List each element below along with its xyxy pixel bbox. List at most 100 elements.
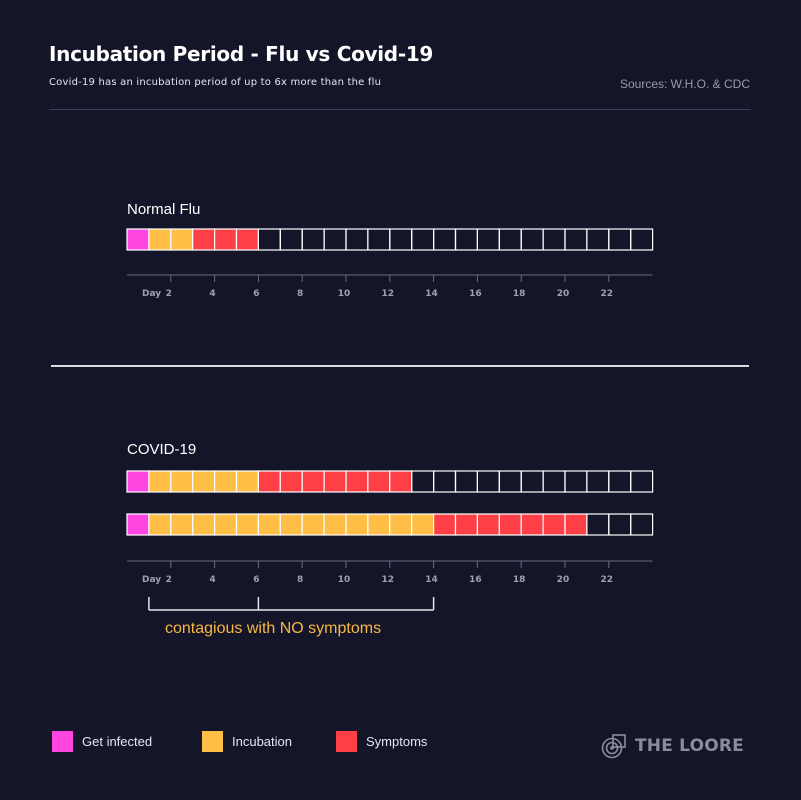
day-cell-empty xyxy=(476,228,500,251)
legend-swatch-incubation xyxy=(202,731,223,752)
day-cell-incubation xyxy=(170,228,194,251)
tick-label: 20 xyxy=(557,575,570,585)
section-divider xyxy=(51,365,749,367)
day-cell-symptoms xyxy=(257,470,281,493)
day-cell-empty xyxy=(542,228,566,251)
day-cell-incubation xyxy=(323,513,347,536)
day-cell-empty xyxy=(433,470,457,493)
day-cell-empty xyxy=(586,513,610,536)
day-cell-infected xyxy=(126,228,150,251)
day-cell-empty xyxy=(279,228,303,251)
day-cell-incubation xyxy=(301,513,325,536)
day-cell-empty xyxy=(454,470,478,493)
header-divider xyxy=(49,109,751,110)
day-cell-incubation xyxy=(367,513,391,536)
day-cell-symptoms xyxy=(498,513,522,536)
day-cell-symptoms xyxy=(564,513,588,536)
day-cell-symptoms xyxy=(345,470,369,493)
tick-label: 18 xyxy=(513,289,526,299)
day-cell-incubation xyxy=(170,513,194,536)
day-cell-incubation xyxy=(235,513,259,536)
day-cell-empty xyxy=(301,228,325,251)
legend-label-symptoms: Symptoms xyxy=(366,734,428,749)
legend-item-infected: Get infected xyxy=(52,731,202,752)
tick-label: 22 xyxy=(600,289,613,299)
tick-label: 14 xyxy=(425,289,438,299)
loore-logo-icon xyxy=(601,734,626,759)
day-cell-empty xyxy=(389,228,413,251)
section-label-covid: COVID-19 xyxy=(127,441,197,458)
tick-label: 18 xyxy=(513,575,526,585)
day-cell-symptoms xyxy=(476,513,500,536)
tick-label: 8 xyxy=(297,575,303,585)
tick-label: 22 xyxy=(600,575,613,585)
day-cell-incubation xyxy=(257,513,281,536)
legend-swatch-infected xyxy=(52,731,73,752)
sources-note: Sources: W.H.O. & CDC xyxy=(619,77,750,91)
day-cell-empty xyxy=(608,513,632,536)
day-cell-empty xyxy=(586,228,610,251)
tick-label: 12 xyxy=(381,575,394,585)
day-cell-empty xyxy=(498,228,522,251)
day-cell-infected xyxy=(126,513,150,536)
day-cell-symptoms xyxy=(433,513,457,536)
axis-prefix-label: Day xyxy=(142,289,161,299)
day-cell-empty xyxy=(608,228,632,251)
section-label-flu: Normal Flu xyxy=(127,201,201,218)
day-cell-incubation xyxy=(148,228,172,251)
day-cell-symptoms xyxy=(301,470,325,493)
day-cell-empty xyxy=(630,513,654,536)
day-cell-incubation xyxy=(214,470,238,493)
day-cell-infected xyxy=(126,470,150,493)
day-cell-empty xyxy=(520,228,544,251)
tick-label: 14 xyxy=(425,575,438,585)
day-cell-empty xyxy=(608,470,632,493)
legend-label-incubation: Incubation xyxy=(232,734,292,749)
legend-item-incubation: Incubation xyxy=(202,731,336,752)
day-cell-symptoms xyxy=(235,228,259,251)
day-cell-empty xyxy=(433,228,457,251)
tick-label: 4 xyxy=(209,575,215,585)
tick-label: 12 xyxy=(381,289,394,299)
day-cell-symptoms xyxy=(214,228,238,251)
day-cell-incubation xyxy=(389,513,413,536)
page-subtitle: Covid-19 has an incubation period of up … xyxy=(49,77,382,88)
day-cell-incubation xyxy=(192,513,216,536)
day-cell-incubation xyxy=(214,513,238,536)
day-cell-incubation xyxy=(170,470,194,493)
day-cell-symptoms xyxy=(367,470,391,493)
day-cell-empty xyxy=(367,228,391,251)
day-cell-incubation xyxy=(148,513,172,536)
day-cell-symptoms xyxy=(520,513,544,536)
legend-swatch-symptoms xyxy=(336,731,357,752)
day-cell-empty xyxy=(630,228,654,251)
day-cell-incubation xyxy=(279,513,303,536)
legend: Get infected Incubation Symptoms xyxy=(52,731,427,752)
tick-label: 10 xyxy=(338,575,351,585)
tick-label: 6 xyxy=(253,575,259,585)
day-cell-incubation xyxy=(411,513,435,536)
brand-logo: THE LOORE xyxy=(601,733,744,759)
day-cell-empty xyxy=(323,228,347,251)
tick-label: 4 xyxy=(209,289,215,299)
contagious-annotation: contagious with NO symptoms xyxy=(165,620,382,637)
day-cell-empty xyxy=(630,470,654,493)
tick-label: 20 xyxy=(557,289,570,299)
tick-label: 2 xyxy=(166,575,172,585)
day-cell-empty xyxy=(542,470,566,493)
day-cell-incubation xyxy=(192,470,216,493)
tick-label: 10 xyxy=(338,289,351,299)
tick-label: 2 xyxy=(166,289,172,299)
day-cell-empty xyxy=(411,470,435,493)
tick-label: 16 xyxy=(469,289,482,299)
day-cell-empty xyxy=(411,228,435,251)
logo-text: THE LOORE xyxy=(635,736,744,756)
day-cell-incubation xyxy=(345,513,369,536)
day-cell-empty xyxy=(476,470,500,493)
day-cell-empty xyxy=(498,470,522,493)
legend-item-symptoms: Symptoms xyxy=(336,731,427,752)
tick-label: 6 xyxy=(253,289,259,299)
day-cell-symptoms xyxy=(454,513,478,536)
legend-label-infected: Get infected xyxy=(82,734,153,749)
day-cell-empty xyxy=(520,470,544,493)
